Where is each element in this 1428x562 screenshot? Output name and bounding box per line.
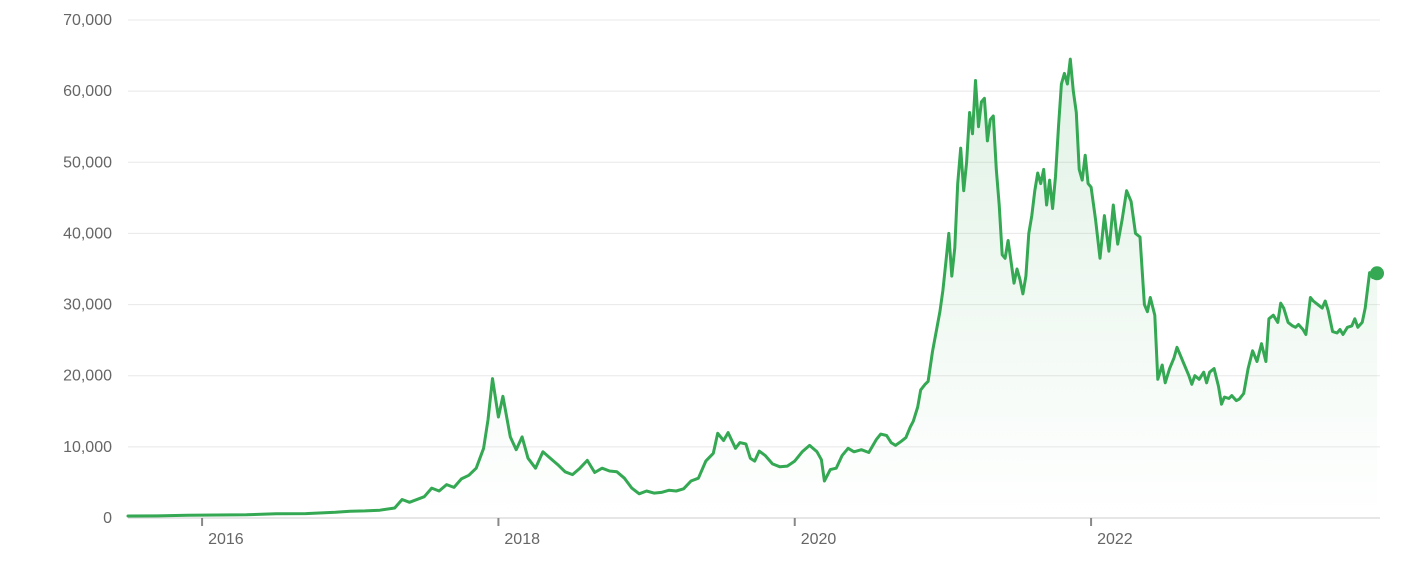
price-end-dot (1370, 266, 1384, 280)
x-tick-label: 2022 (1097, 531, 1133, 548)
x-tick-label: 2020 (801, 531, 837, 548)
y-tick-label: 20,000 (63, 368, 112, 385)
y-tick-label: 50,000 (63, 154, 112, 171)
chart-svg: 0 10,000 20,000 30,000 40,000 50,000 60,000 70,… (0, 0, 1428, 562)
y-tick-label: 60,000 (63, 83, 112, 100)
y-tick-label: 30,000 (63, 297, 112, 314)
y-tick-label: 40,000 (63, 225, 112, 242)
y-tick-label: 70,000 (63, 12, 112, 29)
price-line-chart: 0 10,000 20,000 30,000 40,000 50,000 60,000 70,… (0, 0, 1428, 562)
y-tick-label: 0 (103, 510, 112, 527)
y-tick-label: 10,000 (63, 439, 112, 456)
x-tick-label: 2016 (208, 531, 244, 548)
x-tick-label: 2018 (504, 531, 540, 548)
